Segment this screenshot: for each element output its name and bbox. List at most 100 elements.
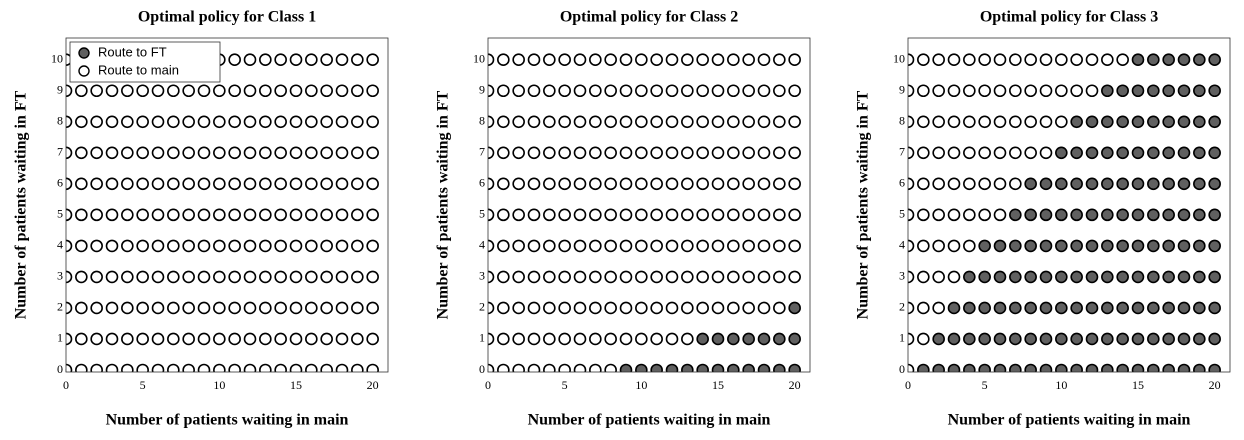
policy-point bbox=[665, 53, 679, 67]
policy-point bbox=[757, 332, 771, 346]
policy-point bbox=[589, 239, 602, 253]
policy-point bbox=[75, 177, 88, 191]
policy-point bbox=[1024, 84, 1037, 98]
policy-point bbox=[696, 239, 709, 253]
policy-point bbox=[908, 53, 915, 67]
policy-point bbox=[259, 301, 272, 315]
policy-point bbox=[788, 115, 801, 129]
policy-point bbox=[665, 363, 679, 372]
policy-point bbox=[558, 332, 571, 346]
policy-point bbox=[335, 363, 349, 372]
policy-point bbox=[711, 239, 725, 253]
policy-point bbox=[121, 84, 134, 98]
policy-point bbox=[1193, 146, 1206, 160]
points bbox=[66, 53, 379, 372]
policy-point bbox=[963, 239, 976, 253]
policy-point bbox=[1116, 332, 1129, 346]
policy-point bbox=[908, 301, 915, 315]
legend-marker bbox=[78, 47, 90, 59]
policy-point bbox=[619, 177, 633, 191]
policy-point bbox=[151, 84, 165, 98]
policy-point bbox=[696, 363, 709, 372]
policy-point bbox=[243, 363, 257, 372]
policy-point bbox=[573, 239, 587, 253]
y-tick-label: 7 bbox=[479, 145, 485, 159]
policy-point bbox=[665, 208, 679, 222]
policy-point bbox=[788, 53, 801, 67]
policy-point bbox=[665, 301, 679, 315]
policy-point bbox=[1085, 270, 1099, 284]
policy-point bbox=[527, 53, 541, 67]
policy-point bbox=[1131, 332, 1145, 346]
policy-point bbox=[121, 301, 134, 315]
policy-point bbox=[1208, 177, 1221, 191]
policy-point bbox=[635, 177, 648, 191]
policy-point bbox=[963, 115, 976, 129]
policy-point bbox=[742, 115, 755, 129]
policy-point bbox=[66, 146, 73, 160]
policy-point bbox=[305, 84, 318, 98]
policy-point bbox=[1070, 208, 1083, 222]
policy-point bbox=[589, 332, 602, 346]
policy-point bbox=[993, 115, 1007, 129]
policy-point bbox=[696, 53, 709, 67]
policy-point bbox=[167, 84, 180, 98]
policy-point bbox=[488, 84, 495, 98]
y-tick-label: 6 bbox=[57, 176, 63, 190]
policy-point bbox=[1131, 84, 1145, 98]
policy-point bbox=[917, 270, 930, 284]
policy-point bbox=[197, 239, 211, 253]
policy-point bbox=[788, 270, 801, 284]
policy-point bbox=[121, 239, 134, 253]
policy-point bbox=[947, 301, 961, 315]
policy-point bbox=[1024, 332, 1037, 346]
policy-point bbox=[978, 301, 991, 315]
x-tick-label: 20 bbox=[367, 378, 379, 392]
policy-point bbox=[320, 53, 333, 67]
policy-point bbox=[527, 177, 541, 191]
policy-point bbox=[757, 239, 771, 253]
policy-point bbox=[742, 177, 755, 191]
policy-point bbox=[1208, 84, 1221, 98]
policy-point bbox=[213, 239, 226, 253]
policy-point bbox=[1101, 115, 1114, 129]
policy-point bbox=[788, 84, 801, 98]
policy-point bbox=[917, 84, 930, 98]
policy-point bbox=[1177, 239, 1191, 253]
policy-point bbox=[978, 208, 991, 222]
policy-point bbox=[650, 146, 663, 160]
policy-point bbox=[151, 239, 165, 253]
policy-point bbox=[243, 84, 257, 98]
policy-point bbox=[1147, 239, 1160, 253]
policy-point bbox=[182, 239, 195, 253]
policy-point bbox=[619, 270, 633, 284]
policy-point bbox=[543, 270, 556, 284]
policy-point bbox=[773, 146, 786, 160]
policy-point bbox=[573, 363, 587, 372]
x-axis-label: Number of patients waiting in main bbox=[528, 412, 771, 429]
policy-point bbox=[320, 115, 333, 129]
policy-point bbox=[527, 115, 541, 129]
policy-point bbox=[1039, 146, 1053, 160]
policy-point bbox=[1208, 146, 1221, 160]
policy-point bbox=[1162, 115, 1175, 129]
policy-point bbox=[213, 332, 226, 346]
policy-point bbox=[993, 177, 1007, 191]
policy-point bbox=[635, 239, 648, 253]
policy-point bbox=[1070, 363, 1083, 372]
policy-point bbox=[527, 239, 541, 253]
policy-point bbox=[963, 301, 976, 315]
policy-point bbox=[742, 332, 755, 346]
policy-point bbox=[497, 301, 510, 315]
policy-point bbox=[558, 363, 571, 372]
policy-point bbox=[228, 270, 241, 284]
policy-point bbox=[66, 332, 73, 346]
policy-point bbox=[619, 208, 633, 222]
policy-point bbox=[1070, 177, 1083, 191]
policy-point bbox=[947, 84, 961, 98]
policy-point bbox=[90, 301, 103, 315]
policy-point bbox=[711, 84, 725, 98]
policy-point bbox=[1193, 332, 1206, 346]
policy-point bbox=[978, 270, 991, 284]
policy-point bbox=[136, 239, 149, 253]
